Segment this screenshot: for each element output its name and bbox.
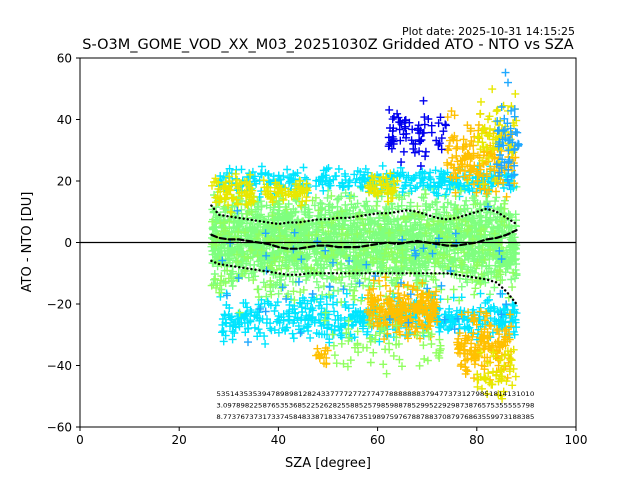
scatter-point-blue-cluster [384,96,450,170]
y-tick-label: −40 [47,359,72,373]
count-row-0: 5351435353947898981282433777727727747788… [216,391,534,398]
y-axis-label: ATO - NTO [DU] [20,192,35,293]
x-axis-label: SZA [degree] [285,456,371,471]
curve-layer [80,204,576,306]
cluster-blue-cluster [384,96,450,170]
cluster-lightgreen-low [328,321,445,378]
plot-date: Plot date: 2025-10-31 14:15:25 [402,25,575,38]
count-row-2: 8.77376737317337458483387183347673519897… [216,414,534,421]
x-axis: 0 20 40 60 80 100 [76,427,587,447]
cluster-yellow-left-upper [208,169,258,216]
x-tick-label: 80 [469,433,484,447]
cluster-orange-low-48 [312,344,332,369]
scatter-point-lightgreen-low [328,321,445,378]
lower-std-curve [210,259,518,306]
y-axis: −60 −40 −20 0 20 40 60 [47,51,80,434]
y-tick-label: 20 [57,174,72,188]
chart-title: S-O3M_GOME_VOD_XX_M03_20251030Z Gridded … [82,37,573,53]
upper-std-curve [210,204,518,226]
x-tick-label: 100 [565,433,588,447]
cluster-yellow-60 [364,169,402,206]
counts-layer: 5351435353947898981282433777727727747788… [216,391,534,421]
y-tick-label: 40 [57,113,72,127]
scatter-point-yellow-40 [259,176,312,210]
y-tick-label: −20 [47,297,72,311]
cluster-yellow-low-80 [473,345,520,403]
cluster-yellow-40 [259,176,312,210]
x-tick-label: 60 [370,433,385,447]
scatter-point-orange-low-48 [312,344,332,369]
y-tick-label: 0 [64,236,72,250]
scatter-point-sky-right-upper [492,68,523,190]
scatter-point-yellow-60 [364,169,402,206]
y-tick-label: 60 [57,51,72,65]
median-curve [210,229,518,250]
scatter-point-yellow-low-80 [473,345,520,403]
count-row-1: 3.09789822587653536852252628255885257985… [216,403,534,410]
y-tick-label: −60 [47,420,72,434]
x-tick-label: 20 [172,433,187,447]
scatter-point-yellow-left-upper [208,169,258,216]
cluster-sky-right-upper [492,68,523,190]
x-tick-label: 40 [271,433,286,447]
x-tick-label: 0 [76,433,84,447]
